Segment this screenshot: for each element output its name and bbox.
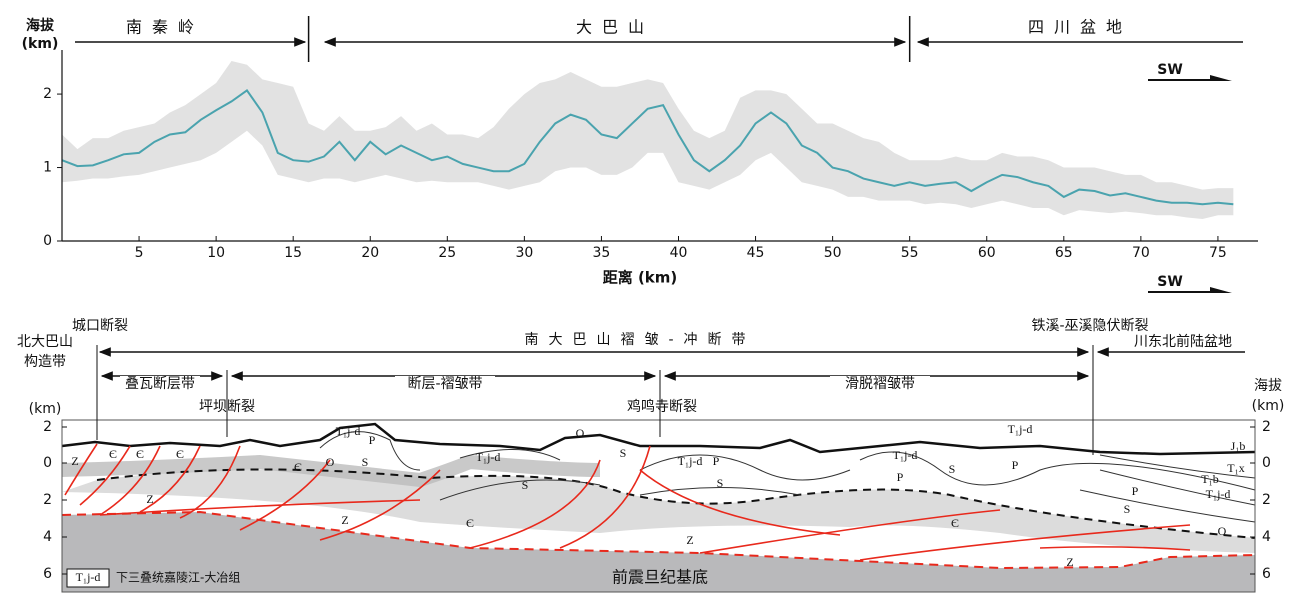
depth-label: 6	[1262, 566, 1271, 582]
legend-text: 下三叠统嘉陵江-大冶组	[116, 571, 240, 585]
unit-label: T₁j-d	[476, 450, 501, 464]
basin-label: 川东北前陆盆地	[1134, 333, 1232, 350]
depth-label: 4	[43, 529, 52, 545]
unit-label: P	[1012, 458, 1019, 472]
direction-label: SW	[1157, 62, 1183, 78]
depth-label: 4	[1262, 529, 1271, 545]
unit-label: O	[1218, 524, 1227, 538]
unit-label: Є	[109, 447, 117, 461]
depth-label: 0	[43, 455, 52, 471]
depth-label: 2	[43, 492, 52, 508]
axis-unit: (km)	[29, 401, 62, 417]
fault-label: 城口断裂	[72, 318, 128, 334]
x-tick-label: 35	[593, 245, 611, 261]
x-label: 距离 (km)	[603, 269, 678, 287]
x-tick-label: 40	[670, 245, 688, 261]
unit-label: T₁x	[1227, 461, 1245, 475]
unit-label: S	[620, 446, 627, 460]
unit-label: P	[897, 470, 904, 484]
unit-label: Z	[1066, 555, 1073, 569]
unit-label: T₁j-d	[1008, 422, 1033, 436]
unit-label: O	[326, 455, 335, 469]
unit-label: T₁j-d	[336, 424, 361, 438]
x-tick-label: 30	[515, 245, 533, 261]
unit-label: S	[362, 455, 369, 469]
legend-symbol: T₁j-d	[76, 570, 101, 584]
belt-label: 构造带	[24, 354, 66, 370]
unit-label: T₁j-d	[1206, 487, 1231, 501]
x-tick-label: 10	[207, 245, 225, 261]
unit-label: Є	[136, 447, 144, 461]
depth-label: 2	[1262, 492, 1271, 508]
unit-label: Z	[686, 533, 693, 547]
depth-label: 2	[43, 419, 52, 435]
unit-label: T₁j-d	[678, 454, 703, 468]
unit-label: P	[1132, 484, 1139, 498]
x-tick-label: 55	[901, 245, 919, 261]
x-tick-label: 25	[438, 245, 456, 261]
y-tick-label: 1	[43, 160, 52, 176]
unit-label: O	[576, 426, 585, 440]
unit-label: Є	[176, 447, 184, 461]
x-tick-label: 20	[361, 245, 379, 261]
region-label: 南秦岭	[126, 18, 204, 37]
axis-unit: (km)	[1252, 398, 1285, 414]
depth-label: 6	[43, 566, 52, 582]
basement-label: 前震旦纪基底	[612, 568, 708, 587]
x-tick-label: 65	[1055, 245, 1073, 261]
y-tick-label: 2	[43, 86, 52, 102]
x-tick-label: 15	[284, 245, 302, 261]
y-unit: (km)	[22, 36, 59, 52]
unit-label: S	[717, 476, 724, 490]
unit-label: Є	[951, 516, 959, 530]
unit-label: Є	[294, 460, 302, 474]
unit-label: P	[369, 433, 376, 447]
y-tick-label: 0	[43, 233, 52, 249]
unit-label: T₁b	[1201, 472, 1219, 486]
fault-label: 鸡鸣寺断裂	[627, 398, 697, 415]
x-tick-label: 60	[978, 245, 996, 261]
fault-label: 坪坝断裂	[199, 399, 255, 415]
x-tick-label: 50	[824, 245, 842, 261]
unit-label: T₁j-d	[893, 448, 918, 462]
unit-label: P	[713, 454, 720, 468]
unit-label: S	[522, 478, 529, 492]
unit-label: J₁b	[1231, 439, 1246, 453]
region-label: 四川盆地	[1028, 18, 1132, 37]
unit-label: S	[1124, 502, 1131, 516]
unit-label: S	[949, 462, 956, 476]
figure: 海拔 (km) 南秦岭 大巴山 四川盆地 距离 (km) SW SW	[0, 0, 1297, 605]
x-tick-label: 70	[1132, 245, 1150, 261]
depth-label: 2	[1262, 419, 1271, 435]
depth-label: 0	[1262, 455, 1271, 471]
y-label: 海拔	[26, 17, 55, 34]
zone-label: 断层-褶皱带	[407, 376, 482, 392]
x-tick-label: 5	[135, 245, 144, 261]
belt-label: 南大巴山褶皱-冲断带	[524, 332, 755, 348]
axis-label: 海拔	[1254, 378, 1282, 394]
x-tick-label: 75	[1209, 245, 1227, 261]
unit-label: Z	[71, 454, 78, 468]
belt-label: 北大巴山	[17, 334, 73, 350]
fault-label: 铁溪-巫溪隐伏断裂	[1031, 318, 1148, 334]
unit-label: Z	[146, 492, 153, 506]
unit-label: Є	[466, 516, 474, 530]
unit-label: Z	[341, 513, 348, 527]
zone-label: 滑脱褶皱带	[845, 375, 915, 392]
zone-label: 叠瓦断层带	[125, 376, 195, 392]
x-tick-label: 45	[747, 245, 765, 261]
region-label: 大巴山	[576, 18, 654, 37]
direction-label: SW	[1157, 274, 1183, 290]
